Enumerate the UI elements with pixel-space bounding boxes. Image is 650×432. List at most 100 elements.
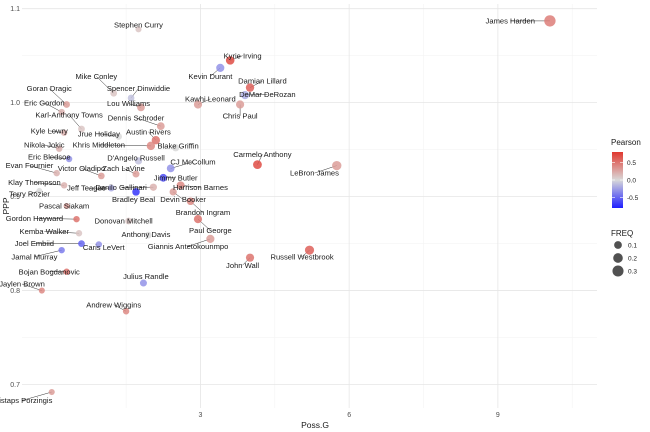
y-tick-label: 0.9 [10,194,20,201]
point-label: John Wall [226,261,259,270]
data-point [245,83,255,92]
data-point [151,136,161,145]
point-label: Jeff Teague [67,184,106,193]
data-point [75,230,83,237]
point-label: Donovan Mitchell [94,217,153,226]
data-point [135,26,142,33]
x-tick-label: 9 [496,412,500,419]
data-point [149,183,157,191]
data-point [78,125,85,133]
label-leader [44,102,62,113]
data-point [544,15,556,27]
data-point [304,245,315,255]
label-leader [96,76,114,94]
point-label: Paul George [189,226,232,235]
point-label: Spencer Dinwiddie [107,84,170,93]
data-point [134,157,143,165]
point-label: Dennis Schroder [108,113,165,122]
data-point [172,144,180,152]
grid-lines [22,4,597,408]
label-leader [44,231,80,234]
data-point [60,129,68,136]
point-label: Mike Conley [75,72,117,81]
data-point [48,388,55,396]
data-point [159,173,168,182]
data-point [53,169,60,177]
data-point [122,308,130,315]
point-label: Terry Rozier [9,189,50,198]
data-point [206,234,215,243]
point-label: DeMar DeRozan [239,90,296,99]
y-tick-label: 1.1 [10,6,20,13]
data-point [95,241,103,248]
data-point [132,170,140,178]
data-point [55,145,63,152]
data-point [63,268,70,275]
label-leader [21,283,42,291]
point-label: Victor Oladipo [58,164,106,173]
point-label: Jamal Murray [11,252,57,261]
point-label: Russell Westbrook [270,252,333,261]
point-label: CJ McCollum [170,157,215,166]
point-label: Karl-Anthony Towns [35,110,103,119]
data-point [38,287,45,294]
data-point [107,184,115,192]
y-tick-label: 0.7 [10,382,20,389]
point-label: Kevin Durant [188,72,233,81]
point-label: Bojan Bogdanovic [19,267,80,276]
data-point [145,231,152,239]
data-point [139,279,147,287]
label-leader [81,168,102,177]
data-point [110,89,118,97]
label-leader [49,88,67,105]
data-point [245,253,255,262]
data-point [225,56,235,65]
point-label: Harrison Barnes [173,183,228,192]
point-label: Nikola Jokic [24,141,65,150]
label-leader [34,182,65,186]
data-point [240,91,250,100]
size-legend-circle [612,265,624,277]
legend: Pearson 0.5 0.0 -0.5 FREQ 0.1 0.2 0.3 [611,138,641,277]
y-axis-title: PPP [1,197,11,214]
size-legend-label: 0.3 [628,268,637,275]
point-label: Klay Thompson [8,178,61,187]
size-legend-title: FREQ [611,229,633,238]
data-point [132,188,140,196]
point-label: Blake Griffin [158,141,199,150]
point-label: Kristaps Porzingis [0,396,53,405]
label-leader [29,165,57,174]
data-point [193,215,203,224]
point-label: Kemba Walker [20,227,70,236]
point-label: Carmelo Anthony [233,150,291,159]
point-label: Eric Bledsoe [28,153,71,162]
data-point [253,160,262,170]
point-label: Austin Rivers [126,127,171,136]
label-leader [34,217,77,220]
data-point [60,182,68,189]
data-point [63,101,70,108]
color-bar [612,152,623,208]
point-label: Kyrie Irving [224,51,262,60]
point-label: Eric Gordon [24,98,65,107]
label-leader [34,249,62,257]
x-tick-label: 3 [198,412,202,419]
label-leader [98,144,151,147]
point-label: Goran Dragic [27,84,72,93]
point-label: LeBron James [290,169,339,178]
data-point [216,63,225,72]
point-label: Lou Williams [107,99,150,108]
data-point [169,188,177,196]
data-point [65,155,73,163]
color-bar-ticks: 0.5 0.0 -0.5 [612,160,639,202]
data-point [97,172,105,180]
data-point [58,246,65,254]
data-point [176,181,185,190]
point-label: D'Angelo Russell [107,154,165,163]
point-label: Jaylen Brown [0,280,45,289]
data-point [63,202,70,210]
data-point [156,122,165,131]
point-label: Chris Paul [223,111,258,120]
label-leader [49,156,70,160]
point-label: Gordon Hayward [6,214,63,223]
